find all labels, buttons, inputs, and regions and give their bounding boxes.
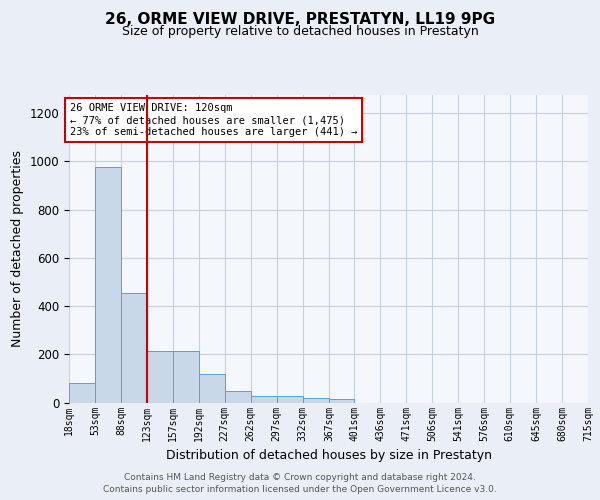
Bar bbox=[224, 391, 251, 402]
Text: Size of property relative to detached houses in Prestatyn: Size of property relative to detached ho… bbox=[122, 25, 478, 38]
Y-axis label: Number of detached properties: Number of detached properties bbox=[11, 150, 24, 347]
Bar bbox=[147, 350, 173, 403]
Bar bbox=[303, 398, 329, 402]
Bar bbox=[251, 396, 277, 402]
Bar bbox=[121, 293, 147, 403]
Text: 26 ORME VIEW DRIVE: 120sqm
← 77% of detached houses are smaller (1,475)
23% of s: 26 ORME VIEW DRIVE: 120sqm ← 77% of deta… bbox=[70, 104, 357, 136]
Bar bbox=[69, 383, 95, 402]
Bar bbox=[173, 350, 199, 403]
X-axis label: Distribution of detached houses by size in Prestatyn: Distribution of detached houses by size … bbox=[166, 449, 491, 462]
Bar bbox=[277, 396, 303, 402]
Text: 26, ORME VIEW DRIVE, PRESTATYN, LL19 9PG: 26, ORME VIEW DRIVE, PRESTATYN, LL19 9PG bbox=[105, 12, 495, 28]
Bar bbox=[95, 168, 121, 402]
Bar bbox=[199, 374, 224, 402]
Bar bbox=[329, 400, 354, 402]
Text: Contains HM Land Registry data © Crown copyright and database right 2024.
Contai: Contains HM Land Registry data © Crown c… bbox=[103, 472, 497, 494]
